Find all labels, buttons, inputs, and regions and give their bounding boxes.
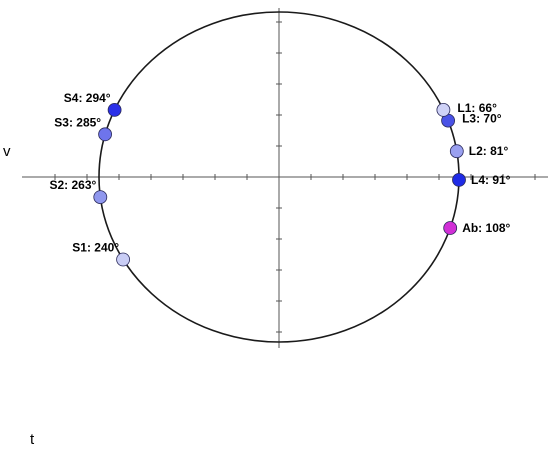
point-marker-l4 bbox=[452, 172, 466, 187]
left-side-letter: v bbox=[3, 143, 11, 160]
point-marker-s1 bbox=[116, 252, 130, 267]
point-label-l1: L1: 66° bbox=[457, 101, 497, 115]
bottom-side-letter: t bbox=[30, 431, 35, 448]
point-marker-s2 bbox=[93, 190, 108, 205]
point-ab: Ab: 108° bbox=[443, 221, 511, 235]
point-s1: S1: 240° bbox=[72, 241, 130, 267]
point-s4: S4: 294° bbox=[64, 91, 122, 117]
point-label-l2: L2: 81° bbox=[469, 144, 509, 158]
point-layer: S1: 240° S2: 263° S3: 285° S4: 294° Ab: 108°… bbox=[49, 91, 511, 267]
point-marker-l2 bbox=[449, 144, 464, 159]
axes bbox=[22, 8, 548, 348]
point-marker-s4 bbox=[107, 103, 122, 117]
point-label-l3: L3: 70° bbox=[462, 112, 502, 126]
point-marker-ab bbox=[443, 221, 458, 235]
point-label-s3: S3: 285° bbox=[54, 115, 101, 129]
x-axis-ticks bbox=[54, 174, 536, 180]
point-label-s4: S4: 294° bbox=[64, 91, 111, 105]
point-l2: L2: 81° bbox=[449, 144, 509, 159]
point-label-ab: Ab: 108° bbox=[462, 221, 510, 235]
point-marker-l1 bbox=[436, 103, 451, 117]
y-axis-ticks bbox=[276, 21, 282, 333]
point-l4: L4: 91° bbox=[452, 172, 511, 187]
point-label-s2: S2: 263° bbox=[49, 178, 96, 192]
point-label-l4: L4: 91° bbox=[471, 173, 511, 187]
point-s3: S3: 285° bbox=[54, 115, 112, 142]
point-l1: L1: 66° bbox=[436, 101, 497, 117]
point-l3: L3: 70° bbox=[441, 112, 502, 128]
point-s2: S2: 263° bbox=[49, 178, 108, 205]
point-marker-s3 bbox=[98, 127, 112, 142]
point-label-s1: S1: 240° bbox=[72, 241, 119, 255]
